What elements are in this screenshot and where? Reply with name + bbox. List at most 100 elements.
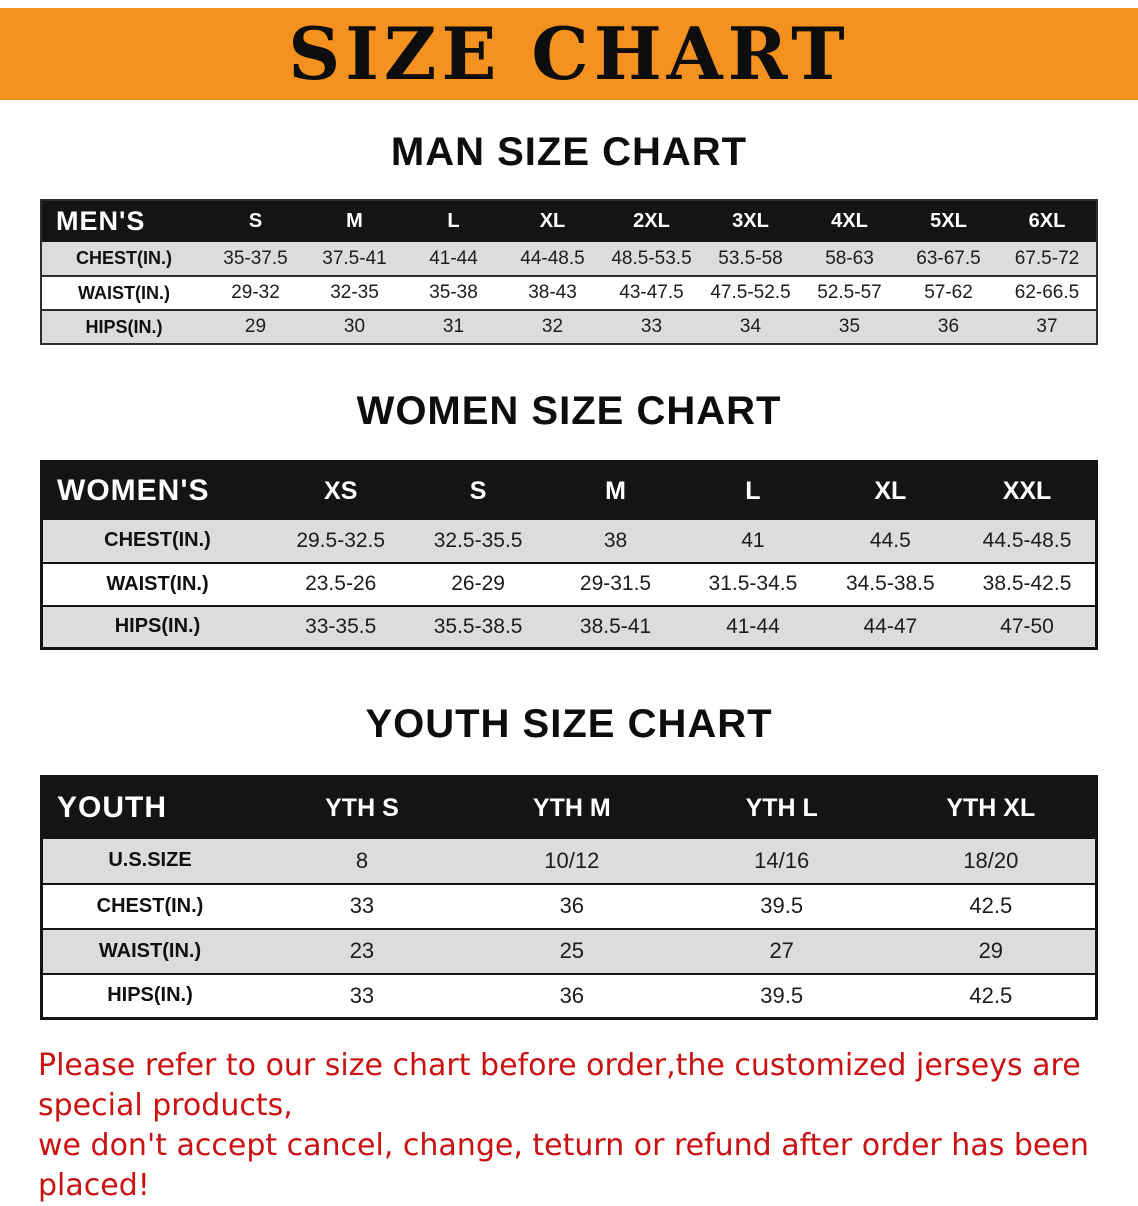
men-hips-row: HIPS(IN.) 29 30 31 32 33 34 35 36 37	[41, 310, 1097, 344]
size-cell: 27	[769, 938, 794, 963]
size-cell: 63-67.5	[916, 247, 981, 269]
size-cell: 32.5-35.5	[433, 528, 523, 552]
youth-corner-label: YOUTH	[57, 791, 167, 825]
women-section-heading: WOMEN SIZE CHART	[356, 389, 782, 433]
size-cell: 29.5-32.5	[296, 528, 386, 552]
women-size-table: WOMEN'S XS S M L XL XXL CHEST(IN.) 29.5-…	[40, 460, 1098, 650]
row-label: HIPS(IN.)	[114, 615, 201, 638]
men-chest-row: CHEST(IN.) 35-37.5 37.5-41 41-44 44-48.5…	[41, 242, 1097, 276]
column-header: M	[605, 476, 626, 505]
size-cell: 41	[741, 528, 765, 552]
size-cell: 52.5-57	[817, 282, 882, 303]
size-cell: 37	[1036, 316, 1058, 337]
size-cell: 34.5-38.5	[845, 572, 935, 595]
size-cell: 33	[349, 893, 375, 918]
column-header: YTH M	[532, 793, 611, 822]
men-corner-label: MEN'S	[56, 206, 146, 236]
women-chest-row: CHEST(IN.) 29.5-32.5 32.5-35.5 38 41 44.…	[41, 519, 1097, 563]
size-cell: 23	[349, 938, 375, 963]
size-cell: 36	[937, 316, 960, 337]
size-cell: 26-29	[451, 572, 505, 595]
youth-size-chart-section: YOUTH SIZE CHART YOUTH YTH S YTH M YTH L…	[0, 702, 1138, 1020]
size-cell: 23.5-26	[305, 572, 377, 595]
size-cell: 44.5-48.5	[982, 528, 1072, 552]
women-size-chart-section: WOMEN SIZE CHART WOMEN'S XS S M L XL XXL…	[0, 389, 1138, 650]
column-header: S	[469, 476, 487, 505]
size-cell: 48.5-53.5	[611, 247, 692, 269]
size-cell: 35-38	[429, 282, 478, 303]
size-cell: 29-31.5	[579, 572, 652, 595]
size-cell: 41-44	[429, 247, 478, 269]
size-cell: 31	[442, 316, 465, 337]
men-section-heading: MAN SIZE CHART	[390, 130, 748, 174]
size-cell: 35	[838, 316, 861, 337]
column-header: L	[447, 210, 460, 232]
size-cell: 58-63	[825, 247, 874, 269]
size-cell: 44-47	[863, 614, 918, 638]
column-header: YTH XL	[946, 793, 1036, 822]
size-cell: 42.5	[969, 893, 1013, 918]
women-hips-row: HIPS(IN.) 33-35.5 35.5-38.5 38.5-41 41-4…	[41, 605, 1097, 649]
size-cell: 57-62	[924, 282, 973, 303]
column-header: L	[745, 476, 761, 505]
men-waist-row: WAIST(IN.) 29-32 32-35 35-38 38-43 43-47…	[41, 276, 1097, 310]
column-header: XS	[324, 476, 358, 505]
column-header: M	[346, 210, 363, 232]
column-header: 4XL	[831, 210, 868, 232]
column-header: YTH L	[745, 793, 818, 822]
size-cell: 67.5-72	[1014, 247, 1080, 269]
size-cell: 47-50	[1000, 614, 1054, 638]
size-cell: 53.5-58	[718, 247, 783, 269]
size-cell: 39.5	[760, 893, 804, 918]
row-label: WAIST(IN.)	[98, 939, 202, 962]
women-waist-row: WAIST(IN.) 23.5-26 26-29 29-31.5 31.5-34…	[41, 563, 1097, 606]
row-label: HIPS(IN.)	[85, 316, 163, 337]
size-cell: 10/12	[544, 847, 600, 873]
size-cell: 36	[559, 893, 585, 918]
row-label: HIPS(IN.)	[107, 984, 193, 1007]
size-cell: 44-48.5	[520, 247, 585, 269]
youth-header-row: YOUTH YTH S YTH M YTH L YTH XL	[41, 776, 1097, 839]
youth-size-table: YOUTH YTH S YTH M YTH L YTH XL U.S.SIZE …	[40, 775, 1098, 1020]
size-cell: 18/20	[963, 847, 1019, 873]
men-size-chart-section: MAN SIZE CHART MEN'S S M L XL 2XL 3XL 4X…	[0, 130, 1138, 345]
size-cell: 38.5-42.5	[982, 572, 1072, 595]
size-cell: 29-32	[231, 282, 280, 303]
column-header: YTH S	[325, 793, 399, 822]
size-cell: 29	[244, 316, 267, 337]
column-header: 5XL	[930, 210, 967, 232]
size-cell: 47.5-52.5	[710, 282, 791, 303]
size-cell: 39.5	[760, 982, 804, 1008]
row-label: CHEST(IN.)	[76, 248, 172, 268]
men-header-row: MEN'S S M L XL 2XL 3XL 4XL 5XL 6XL	[41, 200, 1097, 242]
size-cell: 44.5	[869, 528, 911, 552]
column-header: XL	[874, 476, 907, 505]
size-cell: 41-44	[726, 614, 780, 638]
size-cell: 33	[640, 316, 663, 337]
size-cell: 25	[559, 938, 585, 963]
row-label: U.S.SIZE	[108, 849, 192, 871]
size-cell: 34	[739, 316, 762, 337]
row-label: WAIST(IN.)	[106, 572, 209, 595]
size-cell: 38-43	[528, 282, 577, 303]
size-cell: 32-35	[330, 282, 379, 303]
column-header: 6XL	[1028, 210, 1066, 232]
men-size-table: MEN'S S M L XL 2XL 3XL 4XL 5XL 6XL CHEST…	[40, 199, 1098, 345]
size-cell: 32	[541, 316, 564, 337]
size-cell: 14/16	[754, 847, 810, 873]
column-header: 3XL	[732, 210, 769, 232]
size-cell: 43-47.5	[619, 282, 684, 303]
size-cell: 38.5-41	[579, 614, 652, 638]
row-label: CHEST(IN.)	[96, 894, 204, 917]
size-cell: 36	[559, 982, 585, 1008]
size-cell: 42.5	[969, 982, 1013, 1008]
youth-chest-row: CHEST(IN.) 33 36 39.5 42.5	[41, 884, 1097, 929]
column-header: S	[248, 210, 263, 232]
disclaimer-line-2: we don't accept cancel, change, teturn o…	[38, 1127, 1089, 1203]
size-cell: 31.5-34.5	[708, 572, 798, 595]
size-cell: 33-35.5	[305, 614, 377, 638]
column-header: 2XL	[633, 210, 670, 232]
size-cell: 35.5-38.5	[433, 614, 523, 638]
size-cell: 38	[603, 528, 628, 552]
youth-waist-row: WAIST(IN.) 23 25 27 29	[41, 928, 1097, 974]
